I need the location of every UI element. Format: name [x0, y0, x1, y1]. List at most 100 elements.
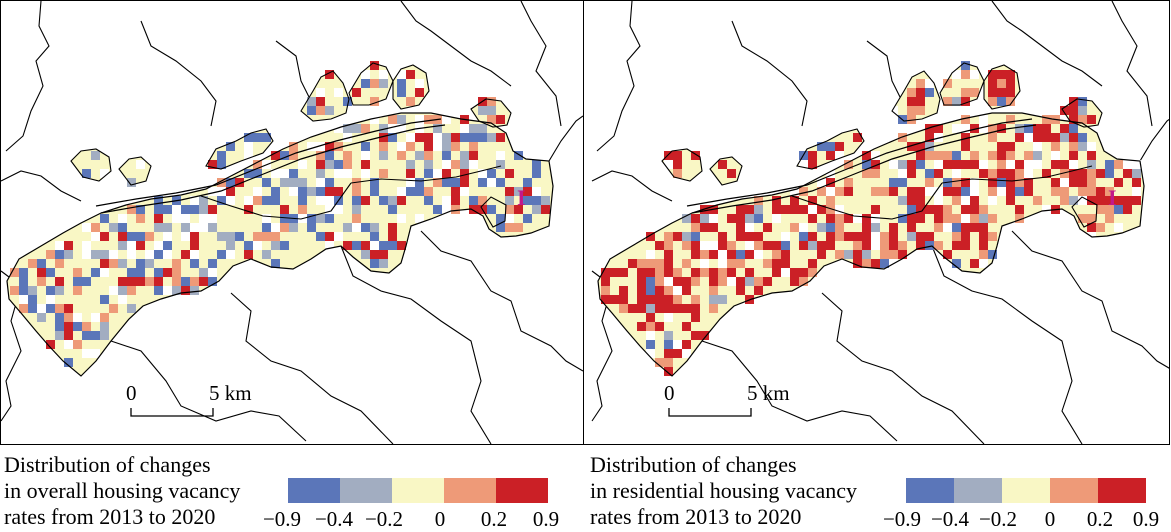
vacancy-cell: [664, 268, 673, 277]
vacancy-cell: [601, 277, 610, 286]
empty-cell: [163, 286, 172, 295]
vacancy-cell: [889, 223, 898, 232]
empty-cell: [343, 133, 352, 142]
vacancy-cell: [397, 151, 406, 160]
empty-cell: [352, 223, 361, 232]
vacancy-cell: [826, 241, 835, 250]
vacancy-cell: [655, 322, 664, 331]
fringe-lobe-border: [118, 156, 152, 186]
vacancy-cell: [154, 250, 163, 259]
vacancy-cell: [46, 268, 55, 277]
legend-title: Distribution of changes in residential h…: [590, 452, 857, 530]
empty-cell: [226, 196, 235, 205]
vacancy-cell: [505, 205, 514, 214]
vacancy-cell: [970, 223, 979, 232]
vacancy-cell: [907, 187, 916, 196]
vacancy-cell: [532, 160, 541, 169]
vacancy-cell: [988, 169, 997, 178]
vacancy-cell: [82, 322, 91, 331]
vacancy-cell: [979, 169, 988, 178]
vacancy-cell: [655, 241, 664, 250]
vacancy-cell: [997, 160, 1006, 169]
vacancy-cell: [736, 259, 745, 268]
vacancy-cell: [37, 277, 46, 286]
vacancy-cell: [154, 205, 163, 214]
vacancy-cell: [82, 277, 91, 286]
vacancy-cell: [952, 241, 961, 250]
empty-cell: [979, 124, 988, 133]
vacancy-cell: [478, 106, 487, 115]
empty-cell: [961, 124, 970, 133]
vacancy-cell: [871, 160, 880, 169]
vacancy-cell: [406, 169, 415, 178]
vacancy-cell: [646, 232, 655, 241]
vacancy-cell: [970, 88, 979, 97]
empty-cell: [496, 151, 505, 160]
vacancy-cell: [1087, 160, 1096, 169]
vacancy-cell: [1132, 196, 1141, 205]
vacancy-cell: [718, 268, 727, 277]
vacancy-cell: [790, 196, 799, 205]
vacancy-cell: [1015, 169, 1024, 178]
fringe-lobe-border: [70, 148, 112, 182]
vacancy-cell: [898, 160, 907, 169]
empty-cell: [325, 241, 334, 250]
empty-cell: [379, 70, 388, 79]
district-boundary-line: [340, 245, 492, 444]
vacancy-cell: [943, 151, 952, 160]
vacancy-cell: [451, 205, 460, 214]
legend-swatch: [392, 478, 444, 503]
vacancy-cell: [28, 295, 37, 304]
vacancy-cell: [442, 151, 451, 160]
vacancy-cell: [1042, 133, 1051, 142]
vacancy-cell: [1078, 142, 1087, 151]
vacancy-cell: [655, 304, 664, 313]
legend-title-line: in overall housing vacancy: [4, 478, 241, 503]
vacancy-cell: [118, 223, 127, 232]
vacancy-cell: [370, 232, 379, 241]
vacancy-cell: [961, 160, 970, 169]
empty-cell: [253, 187, 262, 196]
empty-cell: [1024, 160, 1033, 169]
vacancy-cell: [1051, 142, 1060, 151]
vacancy-cell: [352, 205, 361, 214]
vacancy-cell: [997, 142, 1006, 151]
vacancy-cell: [898, 214, 907, 223]
vacancy-cell: [997, 70, 1006, 79]
vacancy-cell: [907, 97, 916, 106]
vacancy-cell: [19, 277, 28, 286]
empty-cell: [970, 70, 979, 79]
vacancy-cell: [664, 295, 673, 304]
vacancy-cell: [370, 97, 379, 106]
empty-cell: [163, 232, 172, 241]
vacancy-cell: [664, 331, 673, 340]
vacancy-cell: [610, 268, 619, 277]
vacancy-cell: [1060, 160, 1069, 169]
vacancy-cell: [424, 142, 433, 151]
vacancy-cell: [136, 259, 145, 268]
vacancy-cell: [1132, 169, 1141, 178]
district-boundary-line: [5, 1, 50, 152]
fringe-lobe-border: [1071, 196, 1098, 228]
vacancy-cell: [799, 268, 808, 277]
empty-cell: [217, 187, 226, 196]
vacancy-cell: [619, 268, 628, 277]
vacancy-cell: [487, 106, 496, 115]
vacancy-cell: [727, 268, 736, 277]
map-panel-overall: I 0 5 km: [0, 0, 584, 445]
empty-cell: [664, 277, 673, 286]
vacancy-cell: [664, 259, 673, 268]
vacancy-cell: [109, 259, 118, 268]
vacancy-cell: [772, 196, 781, 205]
vacancy-cell: [379, 133, 388, 142]
vacancy-cell: [46, 340, 55, 349]
vacancy-cell: [916, 160, 925, 169]
vacancy-cell: [664, 367, 673, 376]
vacancy-cell: [691, 151, 700, 160]
vacancy-cell: [19, 268, 28, 277]
vacancy-cell: [100, 250, 109, 259]
vacancy-cell: [664, 349, 673, 358]
empty-cell: [1123, 160, 1132, 169]
vacancy-cell: [934, 223, 943, 232]
vacancy-cell: [289, 142, 298, 151]
